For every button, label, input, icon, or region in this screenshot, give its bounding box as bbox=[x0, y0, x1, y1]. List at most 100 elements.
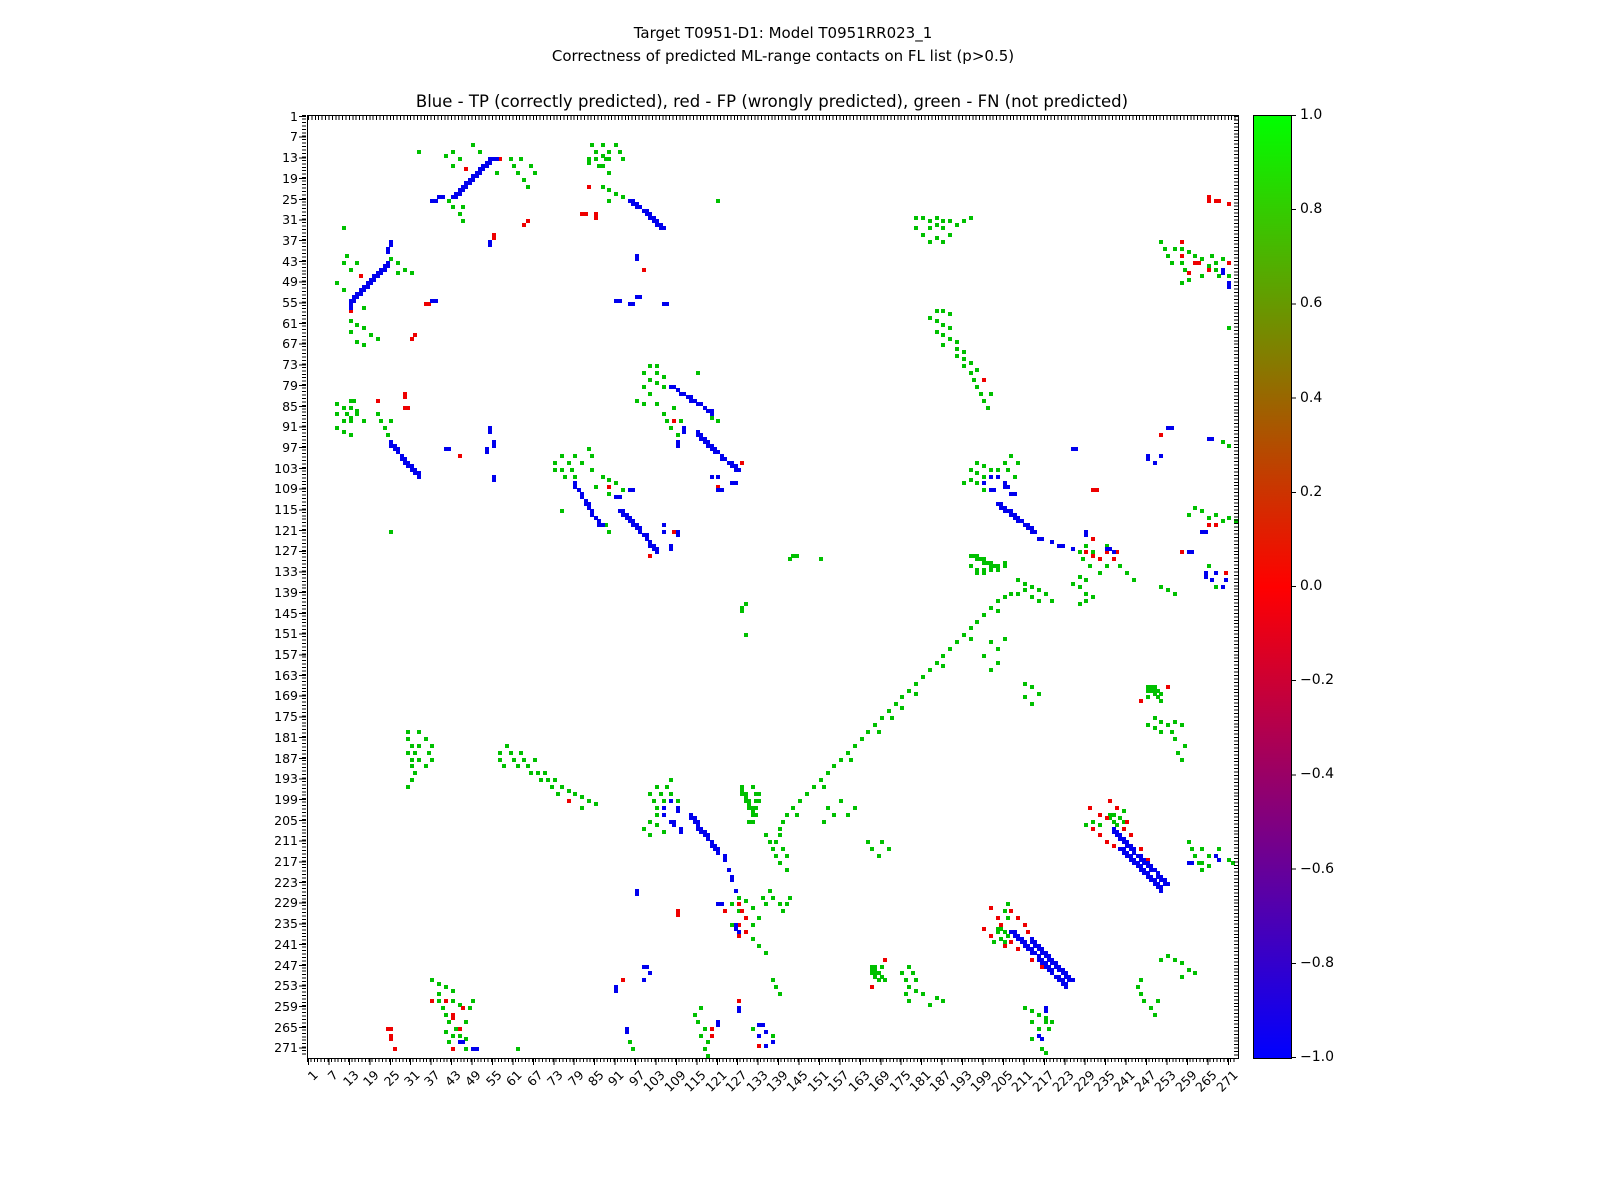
contact-point bbox=[403, 395, 408, 400]
colorbar-tick-label: 0.4 bbox=[1300, 389, 1323, 406]
contact-point bbox=[1067, 978, 1072, 983]
contact-point bbox=[668, 778, 673, 783]
contact-point bbox=[1009, 591, 1014, 596]
contact-point bbox=[699, 402, 704, 407]
contact-point bbox=[982, 557, 987, 562]
contact-point bbox=[757, 943, 762, 948]
contact-point bbox=[989, 567, 994, 572]
contact-point bbox=[1210, 253, 1215, 258]
contact-point bbox=[716, 850, 721, 855]
y-axis-tick-label: 139 bbox=[274, 584, 298, 600]
contact-point bbox=[1029, 585, 1034, 589]
contact-point bbox=[941, 664, 946, 669]
contact-point bbox=[743, 798, 748, 803]
contact-point bbox=[386, 260, 391, 265]
contact-point bbox=[1142, 861, 1147, 866]
contact-point bbox=[740, 909, 745, 914]
contact-point bbox=[1118, 816, 1123, 821]
contact-point bbox=[607, 478, 612, 483]
contact-point bbox=[464, 1037, 469, 1042]
contact-point bbox=[358, 288, 363, 293]
contact-point bbox=[709, 1026, 714, 1031]
contact-point bbox=[481, 167, 486, 172]
y-axis-tick-label: 97 bbox=[282, 439, 298, 455]
contact-point bbox=[573, 792, 578, 797]
x-axis-tick-label: 43 bbox=[441, 1067, 464, 1090]
contact-point bbox=[1207, 515, 1212, 520]
contact-point bbox=[341, 419, 346, 424]
contact-point bbox=[525, 764, 530, 769]
contact-point bbox=[621, 195, 626, 200]
contact-point bbox=[1040, 950, 1045, 955]
contact-point bbox=[1084, 591, 1089, 596]
contact-point bbox=[607, 150, 612, 155]
contact-point bbox=[1087, 564, 1092, 569]
contact-point bbox=[1111, 829, 1116, 834]
contact-point bbox=[396, 260, 401, 265]
contact-point bbox=[907, 964, 912, 969]
contact-point bbox=[699, 829, 704, 834]
contact-point bbox=[672, 419, 677, 424]
contact-point bbox=[866, 840, 871, 845]
y-axis-tick-label: 31 bbox=[282, 212, 298, 228]
contact-point bbox=[985, 560, 990, 565]
contact-point bbox=[488, 239, 493, 244]
contact-point bbox=[614, 985, 619, 990]
contact-point bbox=[590, 512, 595, 517]
contact-point bbox=[379, 271, 384, 275]
contact-point bbox=[1029, 940, 1034, 945]
contact-point bbox=[1152, 726, 1157, 731]
contact-point bbox=[989, 667, 994, 672]
contact-point bbox=[655, 381, 660, 386]
contact-point bbox=[1077, 602, 1082, 607]
contact-point bbox=[702, 405, 707, 410]
contact-point bbox=[675, 533, 680, 538]
contact-point bbox=[675, 443, 680, 448]
contact-point bbox=[348, 405, 353, 410]
contact-point bbox=[1121, 850, 1126, 855]
contact-point bbox=[1217, 274, 1222, 279]
contact-point bbox=[1224, 571, 1229, 576]
contact-point bbox=[1115, 833, 1120, 838]
contact-point bbox=[716, 1019, 721, 1024]
contact-point bbox=[992, 488, 997, 493]
contact-point bbox=[709, 1033, 714, 1038]
contact-point bbox=[852, 805, 857, 810]
contact-point bbox=[621, 512, 626, 517]
contact-point bbox=[675, 388, 680, 393]
contact-point bbox=[529, 164, 534, 169]
contact-point bbox=[1026, 947, 1031, 952]
contact-point bbox=[989, 391, 994, 396]
contact-point bbox=[614, 481, 619, 486]
contact-point bbox=[1179, 260, 1184, 265]
contact-point bbox=[1091, 826, 1096, 831]
contact-point bbox=[760, 895, 765, 900]
contact-point bbox=[880, 840, 884, 845]
contact-point bbox=[668, 384, 673, 389]
contact-point bbox=[587, 184, 592, 189]
contact-point bbox=[702, 833, 707, 838]
contact-point bbox=[668, 426, 673, 431]
y-axis-tick-label: 91 bbox=[282, 419, 298, 435]
contact-point bbox=[614, 143, 619, 148]
y-axis-tick-label: 151 bbox=[274, 626, 298, 642]
contact-point bbox=[1128, 847, 1133, 852]
contact-point bbox=[709, 446, 714, 451]
x-axis-major-ticks bbox=[308, 1058, 1237, 1065]
contact-point bbox=[818, 778, 823, 783]
contact-point bbox=[1084, 823, 1089, 828]
contact-point bbox=[362, 305, 367, 310]
contact-point bbox=[675, 529, 680, 534]
contact-point bbox=[416, 757, 421, 762]
contact-point bbox=[1169, 426, 1174, 431]
contact-point bbox=[706, 833, 711, 838]
contact-point bbox=[1145, 864, 1150, 869]
contact-point bbox=[1138, 978, 1143, 983]
contact-point bbox=[1016, 515, 1021, 520]
contact-point bbox=[1193, 971, 1198, 976]
contact-point bbox=[791, 805, 796, 810]
contact-point bbox=[750, 923, 755, 928]
contact-point bbox=[1002, 460, 1007, 465]
contact-point bbox=[351, 398, 356, 403]
contact-point bbox=[706, 409, 711, 414]
